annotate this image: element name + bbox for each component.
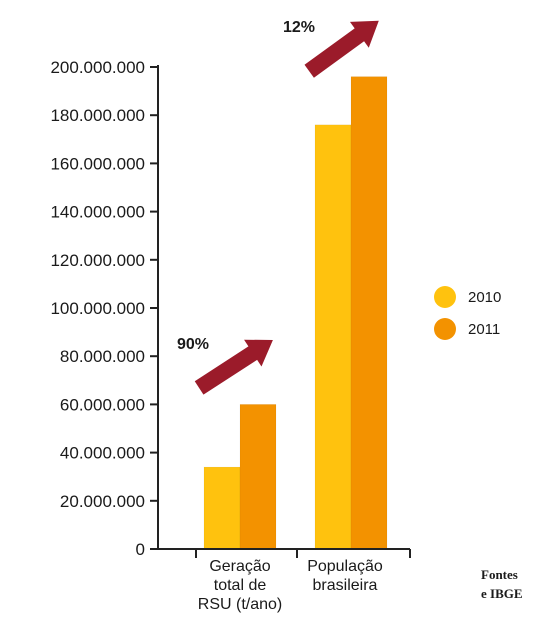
y-tick-label: 180.000.000 — [50, 106, 145, 125]
category-label: Geração total de RSU (t/ano) — [198, 558, 282, 613]
category-label: População brasileira — [307, 558, 383, 594]
legend-label-2010: 2010 — [468, 289, 501, 306]
category-label-line: total de — [214, 577, 267, 594]
bars-layer — [203, 76, 388, 550]
bar-2011-cat0 — [239, 404, 277, 550]
category-label-line: Geração — [209, 558, 270, 575]
bar-2010-cat1 — [314, 124, 352, 550]
y-tick-label: 160.000.000 — [50, 154, 145, 173]
growth-arrow-populacao — [304, 20, 379, 78]
y-tick-label: 120.000.000 — [50, 251, 145, 270]
source-line: Fontes — [481, 567, 518, 582]
annotation-label: 12% — [283, 19, 315, 36]
bar-2010-cat0 — [203, 466, 241, 550]
annotation-label: 90% — [177, 336, 209, 353]
y-tick-label: 40.000.000 — [60, 444, 145, 463]
legend-label-2011: 2011 — [468, 321, 500, 338]
labels-layer: 0 20.000.000 40.000.000 60.000.000 80.000.00… — [50, 58, 382, 613]
y-tick-label: 20.000.000 — [60, 492, 145, 511]
source-note: Fontes e IBGE — [481, 567, 523, 601]
annotations-layer: 90% 12% — [177, 19, 379, 395]
y-tick-label: 200.000.000 — [50, 58, 145, 77]
legend: 2010 2011 — [434, 286, 501, 340]
y-tick-label: 100.000.000 — [50, 299, 145, 318]
source-line: e IBGE — [481, 586, 523, 601]
y-tick-label: 60.000.000 — [60, 395, 145, 414]
category-label-line: brasileira — [313, 577, 378, 594]
category-label-line: RSU (t/ano) — [198, 596, 282, 613]
y-tick-label: 140.000.000 — [50, 203, 145, 222]
category-label-line: População — [307, 558, 383, 575]
growth-arrow-rsu — [194, 339, 273, 395]
legend-swatch-2010 — [434, 286, 456, 308]
y-tick-label: 0 — [136, 540, 145, 559]
axes-layer — [150, 65, 411, 558]
bar-2011-cat1 — [350, 76, 388, 550]
legend-swatch-2011 — [434, 318, 456, 340]
y-tick-label: 80.000.000 — [60, 347, 145, 366]
